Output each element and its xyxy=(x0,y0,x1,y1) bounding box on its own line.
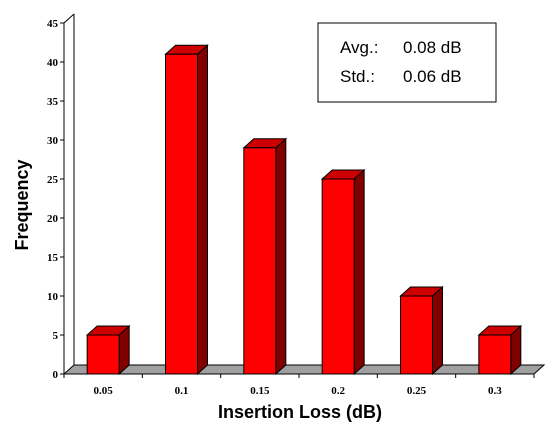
stats-avg-value: 0.08 dB xyxy=(403,38,462,57)
y-axis-depth-top xyxy=(63,13,75,24)
x-tick-label: 0.15 xyxy=(250,385,270,397)
stats-box-frame xyxy=(317,22,497,103)
x-tick-label: 0.25 xyxy=(407,385,427,397)
y-axis-title: Frequency xyxy=(12,159,32,250)
bar-side-face xyxy=(275,137,287,376)
stats-std-value: 0.06 dB xyxy=(403,67,462,86)
x-axis-ticks: 0.05 0.1 0.15 0.2 0.25 0.3 xyxy=(63,374,535,397)
x-tick-label: 0.05 xyxy=(94,385,114,397)
y-tick-label: 30 xyxy=(47,135,59,147)
bar-side-face xyxy=(432,285,443,376)
bar-0.15 xyxy=(242,137,288,376)
y-tick-label: 10 xyxy=(47,291,59,303)
chart-floor xyxy=(62,364,546,375)
y-axis-ticks: 0 5 10 15 20 25 30 35 40 45 xyxy=(47,18,64,381)
y-tick-label: 5 xyxy=(53,330,59,342)
y-tick-label: 40 xyxy=(47,57,59,69)
bar-front-face xyxy=(478,334,512,375)
stats-avg-label: Avg.: xyxy=(340,38,378,57)
bar-front-face xyxy=(165,53,198,375)
bar-front-face xyxy=(86,334,120,375)
bar-0.05 xyxy=(85,324,131,376)
bars-group xyxy=(85,44,523,376)
y-tick-label: 45 xyxy=(47,18,59,30)
bar-0.25 xyxy=(399,285,444,376)
x-tick-label: 0.1 xyxy=(175,385,189,397)
x-axis-title: Insertion Loss (dB) xyxy=(218,402,382,422)
bar-side-face xyxy=(197,44,208,376)
bar-front-face xyxy=(243,147,277,375)
y-tick-label: 20 xyxy=(47,213,59,225)
stats-box: Avg.: 0.08 dB Std.: 0.06 dB xyxy=(317,22,497,103)
bar-0.1 xyxy=(164,44,209,376)
stats-std-label: Std.: xyxy=(340,67,375,86)
y-tick-label: 25 xyxy=(47,174,59,186)
bar-side-face xyxy=(353,168,365,376)
y-tick-label: 35 xyxy=(47,96,59,108)
bar-0.3 xyxy=(477,324,523,376)
y-tick-label: 0 xyxy=(53,369,59,381)
y-tick-label: 15 xyxy=(47,252,59,264)
bar-0.2 xyxy=(320,168,366,376)
x-tick-label: 0.2 xyxy=(331,385,345,397)
bar-front-face xyxy=(400,295,433,375)
bar-front-face xyxy=(321,178,355,375)
x-tick-label: 0.3 xyxy=(488,385,502,397)
